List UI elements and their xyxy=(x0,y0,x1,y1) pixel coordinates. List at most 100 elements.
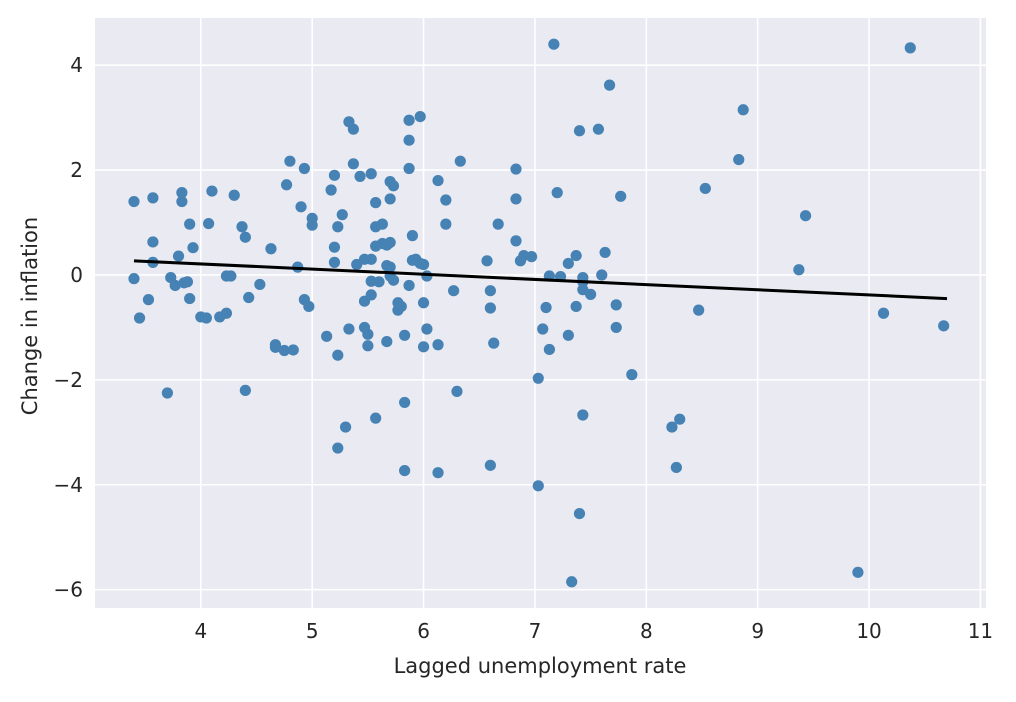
data-point xyxy=(399,396,411,409)
data-point xyxy=(448,285,460,297)
data-point xyxy=(328,256,341,268)
data-point xyxy=(852,566,864,578)
data-point xyxy=(384,261,396,273)
data-point xyxy=(699,182,711,195)
data-point xyxy=(737,104,749,116)
data-point xyxy=(585,288,597,300)
data-point xyxy=(225,270,237,282)
y-tick-label: −4 xyxy=(54,473,83,497)
data-point xyxy=(399,464,411,477)
x-tick-label: 5 xyxy=(306,619,319,643)
data-point xyxy=(387,180,400,192)
data-point xyxy=(278,344,290,357)
y-tick-label: 0 xyxy=(70,263,83,287)
data-point xyxy=(365,289,377,301)
data-point xyxy=(403,162,415,175)
data-point xyxy=(387,274,400,286)
y-tick-label: −2 xyxy=(54,368,83,392)
data-point xyxy=(904,42,916,54)
data-point xyxy=(206,185,218,197)
data-point xyxy=(176,195,188,208)
data-point xyxy=(328,169,341,181)
data-point xyxy=(615,190,627,202)
data-point xyxy=(347,158,359,170)
data-point xyxy=(181,276,194,288)
regression-line-group xyxy=(133,259,948,301)
data-point xyxy=(354,170,366,182)
data-point xyxy=(626,369,638,381)
data-point xyxy=(370,412,382,424)
data-point xyxy=(381,335,393,348)
data-point xyxy=(492,218,504,230)
data-point xyxy=(596,269,608,281)
plot-area xyxy=(95,18,986,608)
data-point xyxy=(414,110,426,123)
data-point xyxy=(384,236,396,249)
data-point xyxy=(172,250,185,262)
data-point xyxy=(365,253,377,265)
data-point xyxy=(603,79,616,91)
data-point xyxy=(365,168,377,180)
data-point xyxy=(239,384,251,396)
data-point xyxy=(328,241,341,253)
data-point xyxy=(239,231,251,243)
data-point xyxy=(343,323,355,335)
data-point xyxy=(287,344,299,356)
x-tick-label: 9 xyxy=(751,619,764,643)
data-point xyxy=(551,187,563,199)
data-point xyxy=(332,221,344,233)
data-point xyxy=(325,184,337,196)
data-point xyxy=(336,209,348,221)
regression-line xyxy=(133,259,948,301)
data-point xyxy=(481,255,493,267)
data-point xyxy=(406,230,419,242)
data-point xyxy=(610,321,622,334)
data-point xyxy=(540,301,552,314)
y-tick-label: 4 xyxy=(70,53,83,77)
x-tick-labels: 4 5 6 7 8 9 10 11 xyxy=(194,619,993,643)
data-point xyxy=(128,273,140,285)
data-point xyxy=(228,189,240,201)
data-point xyxy=(510,163,522,175)
data-point xyxy=(403,134,415,146)
data-point xyxy=(376,218,388,230)
data-point xyxy=(200,312,212,324)
data-point xyxy=(169,279,181,292)
data-point xyxy=(269,341,282,353)
data-point xyxy=(362,328,374,340)
data-point xyxy=(510,235,522,247)
x-tick-label: 8 xyxy=(640,619,653,643)
data-point xyxy=(488,337,500,349)
data-point xyxy=(184,218,196,230)
data-point xyxy=(403,279,415,292)
y-tick-label: 2 xyxy=(70,158,83,182)
data-point xyxy=(566,576,578,588)
data-point xyxy=(128,195,140,208)
data-point xyxy=(799,210,812,222)
data-point xyxy=(432,174,444,187)
data-point xyxy=(432,467,444,479)
data-point xyxy=(280,179,293,191)
data-point xyxy=(670,461,682,474)
data-point xyxy=(440,194,452,206)
data-point xyxy=(532,372,544,384)
data-point xyxy=(332,349,344,361)
data-point xyxy=(454,155,466,167)
data-point xyxy=(525,251,538,263)
data-point xyxy=(236,221,248,233)
data-point xyxy=(570,300,582,313)
data-point xyxy=(573,125,586,137)
x-axis-label: Lagged unemployment rate xyxy=(394,654,687,678)
y-tick-label: −6 xyxy=(54,578,83,602)
data-point xyxy=(265,243,277,255)
data-point xyxy=(599,246,611,259)
data-point xyxy=(298,162,310,175)
data-point xyxy=(203,217,215,230)
data-point xyxy=(548,38,560,50)
data-point xyxy=(733,154,745,166)
x-tick-label: 4 xyxy=(194,619,207,643)
data-point xyxy=(347,123,359,135)
data-point xyxy=(373,276,385,288)
data-point xyxy=(220,307,233,319)
x-tick-label: 7 xyxy=(529,619,542,643)
